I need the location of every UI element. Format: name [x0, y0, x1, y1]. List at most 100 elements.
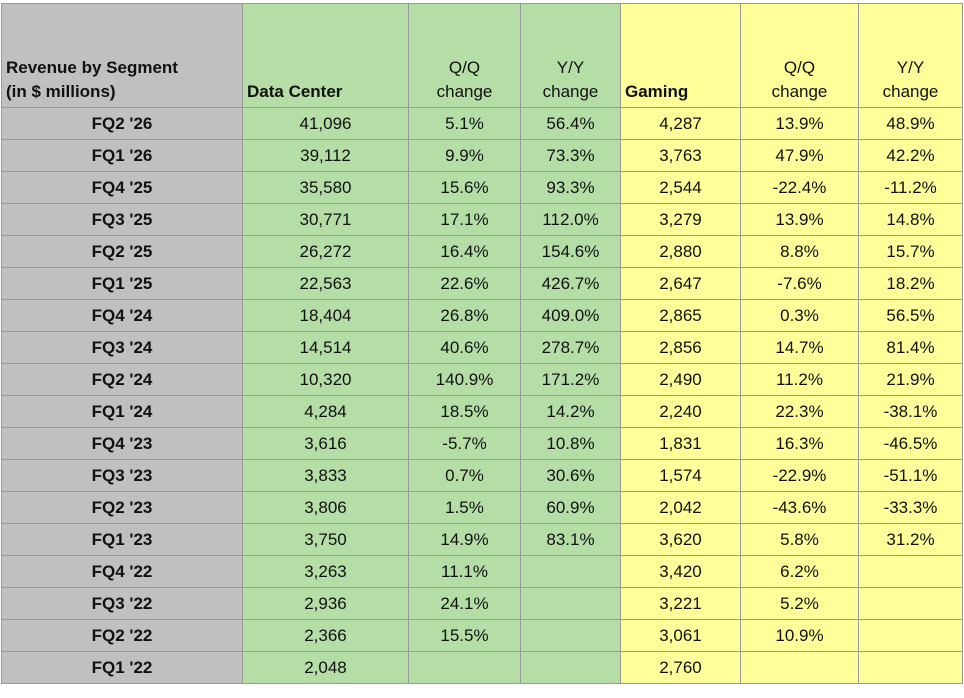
- value-cell: 2,936: [242, 587, 409, 620]
- value-cell: 56.5%: [858, 299, 963, 332]
- header-text: Q/Q: [783, 58, 816, 77]
- value-cell: 10.9%: [740, 619, 859, 652]
- row-label: FQ1 '26: [1, 139, 243, 172]
- data-row: FQ2 '24 10,320 140.9% 171.2% 2,490 11.2% 21.9%: [1, 363, 963, 396]
- value-cell: 22,563: [242, 267, 409, 300]
- value-cell: 2,042: [620, 491, 741, 524]
- value-cell: 9.9%: [408, 139, 521, 172]
- value-cell: [520, 651, 621, 684]
- data-row: FQ4 '24 18,404 26.8% 409.0% 2,865 0.3% 56.5%: [1, 299, 963, 332]
- row-label: FQ3 '23: [1, 459, 243, 492]
- header-text: change: [542, 82, 599, 101]
- value-cell: 3,263: [242, 555, 409, 588]
- value-cell: 5.1%: [408, 107, 521, 140]
- value-cell: 2,880: [620, 235, 741, 268]
- value-cell: 10,320: [242, 363, 409, 396]
- row-label: FQ1 '23: [1, 523, 243, 556]
- value-cell: 14.2%: [520, 395, 621, 428]
- value-cell: -22.9%: [740, 459, 859, 492]
- value-cell: -43.6%: [740, 491, 859, 524]
- value-cell: 42.2%: [858, 139, 963, 172]
- value-cell: [520, 619, 621, 652]
- value-cell: 13.9%: [740, 203, 859, 236]
- header-cell: Q/Q change: [408, 3, 521, 108]
- value-cell: [858, 619, 963, 652]
- header-text: Q/Q: [448, 58, 481, 77]
- data-row: FQ4 '23 3,616 -5.7% 10.8% 1,831 16.3% -46.5%: [1, 427, 963, 460]
- value-cell: 73.3%: [520, 139, 621, 172]
- value-cell: 278.7%: [520, 331, 621, 364]
- value-cell: 409.0%: [520, 299, 621, 332]
- data-row: FQ2 '26 41,096 5.1% 56.4% 4,287 13.9% 48.9%: [1, 107, 963, 140]
- value-cell: 14,514: [242, 331, 409, 364]
- value-cell: 24.1%: [408, 587, 521, 620]
- data-row: FQ2 '25 26,272 16.4% 154.6% 2,880 8.8% 15.7%: [1, 235, 963, 268]
- value-cell: 4,284: [242, 395, 409, 428]
- value-cell: -51.1%: [858, 459, 963, 492]
- data-row: FQ3 '22 2,936 24.1% 3,221 5.2%: [1, 587, 963, 620]
- value-cell: 0.3%: [740, 299, 859, 332]
- row-label: FQ4 '24: [1, 299, 243, 332]
- value-cell: 3,221: [620, 587, 741, 620]
- value-cell: 3,763: [620, 139, 741, 172]
- data-row: FQ3 '24 14,514 40.6% 278.7% 2,856 14.7% 81.4%: [1, 331, 963, 364]
- data-row: FQ1 '22 2,048 2,760: [1, 651, 963, 684]
- row-label: FQ2 '26: [1, 107, 243, 140]
- data-row: FQ4 '22 3,263 11.1% 3,420 6.2%: [1, 555, 963, 588]
- value-cell: [858, 587, 963, 620]
- row-label: FQ1 '24: [1, 395, 243, 428]
- row-label: FQ3 '25: [1, 203, 243, 236]
- value-cell: -22.4%: [740, 171, 859, 204]
- value-cell: [408, 651, 521, 684]
- value-cell: 2,856: [620, 331, 741, 364]
- header-text: Gaming: [625, 82, 689, 101]
- header-text: change: [436, 82, 493, 101]
- row-label: FQ2 '25: [1, 235, 243, 268]
- header-text: Data Center: [247, 82, 343, 101]
- value-cell: 56.4%: [520, 107, 621, 140]
- value-cell: 154.6%: [520, 235, 621, 268]
- value-cell: 3,806: [242, 491, 409, 524]
- value-cell: 2,048: [242, 651, 409, 684]
- value-cell: -33.3%: [858, 491, 963, 524]
- header-cell: Q/Q change: [740, 3, 859, 108]
- value-cell: 1.5%: [408, 491, 521, 524]
- data-row: FQ3 '23 3,833 0.7% 30.6% 1,574 -22.9% -51.1%: [1, 459, 963, 492]
- value-cell: [520, 587, 621, 620]
- data-row: FQ2 '22 2,366 15.5% 3,061 10.9%: [1, 619, 963, 652]
- row-label: FQ3 '22: [1, 587, 243, 620]
- value-cell: 4,287: [620, 107, 741, 140]
- value-cell: 14.9%: [408, 523, 521, 556]
- value-cell: 3,061: [620, 619, 741, 652]
- value-cell: 1,831: [620, 427, 741, 460]
- value-cell: 26,272: [242, 235, 409, 268]
- value-cell: 3,620: [620, 523, 741, 556]
- value-cell: 93.3%: [520, 171, 621, 204]
- value-cell: 16.3%: [740, 427, 859, 460]
- value-cell: 22.3%: [740, 395, 859, 428]
- table-body: FQ2 '26 41,096 5.1% 56.4% 4,287 13.9% 48.9% FQ1…: [1, 107, 963, 684]
- value-cell: 26.8%: [408, 299, 521, 332]
- value-cell: 15.7%: [858, 235, 963, 268]
- value-cell: [858, 651, 963, 684]
- header-cell: Gaming: [620, 3, 741, 108]
- value-cell: 5.8%: [740, 523, 859, 556]
- value-cell: 18.5%: [408, 395, 521, 428]
- header-row: Revenue by Segment (in $ millions) Data Ce…: [1, 3, 963, 108]
- value-cell: 22.6%: [408, 267, 521, 300]
- value-cell: [520, 555, 621, 588]
- value-cell: 3,279: [620, 203, 741, 236]
- value-cell: 14.7%: [740, 331, 859, 364]
- value-cell: 2,647: [620, 267, 741, 300]
- value-cell: -11.2%: [858, 171, 963, 204]
- value-cell: [858, 555, 963, 588]
- header-cell: Y/Y change: [520, 3, 621, 108]
- value-cell: 21.9%: [858, 363, 963, 396]
- value-cell: 39,112: [242, 139, 409, 172]
- value-cell: 83.1%: [520, 523, 621, 556]
- value-cell: -38.1%: [858, 395, 963, 428]
- row-label: FQ4 '25: [1, 171, 243, 204]
- row-label: FQ2 '23: [1, 491, 243, 524]
- data-row: FQ1 '26 39,112 9.9% 73.3% 3,763 47.9% 42.2%: [1, 139, 963, 172]
- row-label: FQ1 '25: [1, 267, 243, 300]
